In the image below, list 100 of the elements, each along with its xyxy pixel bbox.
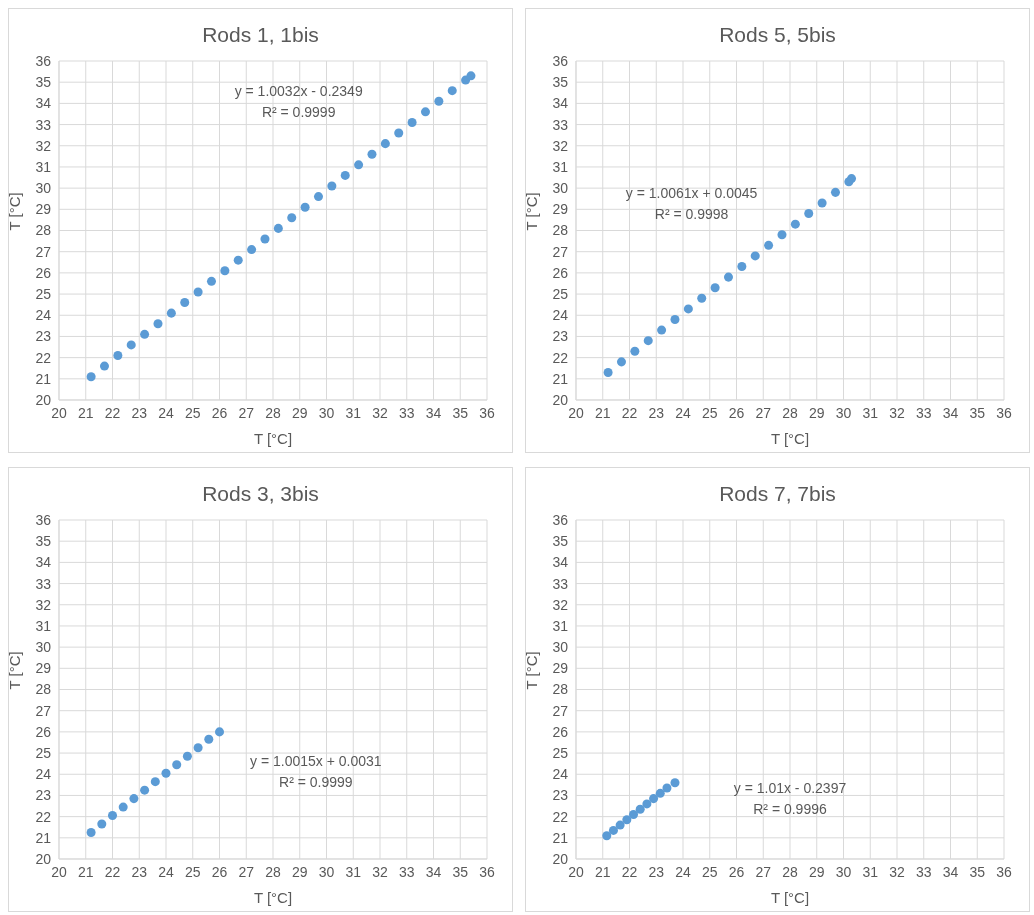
x-tick-label: 33	[398, 404, 415, 421]
y-tick-label: 21	[552, 829, 569, 846]
x-tick-label: 27	[238, 863, 255, 880]
point	[107, 811, 118, 821]
annotation: R² = 0.9996	[752, 799, 828, 819]
x-axis-title: T [°C]	[770, 889, 810, 906]
y-tick-label: 23	[552, 787, 569, 804]
chart-title: Rods 1, 1bis	[201, 23, 320, 48]
point	[608, 825, 618, 835]
point	[616, 357, 626, 367]
x-tick-label: 34	[942, 404, 959, 421]
annotation: R² = 0.9999	[260, 103, 337, 123]
point	[447, 86, 457, 96]
x-tick-label: 26	[728, 404, 745, 421]
point	[220, 266, 230, 276]
y-tick-label: 28	[552, 681, 569, 698]
y-tick-label: 20	[552, 850, 569, 867]
x-tick-label: 31	[345, 404, 362, 421]
x-tick-label: 20	[51, 404, 67, 421]
y-tick-label: 28	[35, 681, 52, 698]
y-tick-label: 25	[35, 745, 52, 762]
point	[97, 819, 107, 829]
x-tick-label: 20	[568, 863, 584, 880]
x-tick-label: 33	[915, 863, 932, 880]
point	[394, 128, 404, 138]
y-tick-label: 26	[35, 264, 52, 281]
y-tick-label: 33	[552, 575, 569, 592]
point	[635, 804, 645, 814]
x-tick-label: 34	[425, 863, 442, 880]
x-tick-label: 32	[889, 404, 905, 421]
x-tick-label: 27	[238, 404, 255, 421]
x-tick-label: 23	[648, 863, 665, 880]
x-tick-label: 22	[621, 863, 638, 880]
x-tick-label: 30	[318, 863, 335, 880]
point	[166, 308, 176, 318]
point	[662, 783, 672, 793]
point	[407, 117, 417, 127]
x-tick-label: 26	[211, 404, 228, 421]
x-tick-label: 30	[835, 863, 852, 880]
point	[287, 213, 297, 223]
y-tick-label: 20	[35, 850, 52, 867]
y-tick-label: 30	[35, 639, 52, 656]
y-tick-label: 26	[35, 723, 52, 740]
y-axis-title: T [°C]	[6, 651, 24, 690]
annotation: y = 1.0061x + 0.0045	[625, 184, 758, 204]
y-tick-label: 35	[552, 74, 569, 91]
x-tick-label: 22	[104, 404, 121, 421]
point	[354, 160, 364, 170]
point	[622, 815, 632, 825]
point	[367, 149, 377, 159]
y-tick-label: 33	[35, 575, 52, 592]
x-tick-label: 28	[782, 404, 798, 421]
y-tick-label: 36	[552, 511, 569, 528]
point	[683, 304, 693, 314]
x-tick-label: 36	[996, 404, 1012, 421]
point	[193, 287, 203, 297]
y-tick-label: 22	[552, 808, 569, 825]
x-tick-label: 25	[701, 863, 718, 880]
y-tick-label: 24	[552, 766, 569, 783]
point	[603, 367, 613, 377]
y-tick-label: 29	[552, 660, 569, 677]
y-tick-label: 35	[35, 533, 52, 550]
x-tick-label: 32	[889, 863, 905, 880]
point	[434, 96, 444, 106]
x-tick-label: 24	[158, 863, 174, 880]
y-tick-label: 25	[552, 745, 569, 762]
point	[420, 107, 430, 117]
point	[172, 760, 182, 770]
point	[153, 319, 163, 329]
y-tick-label: 30	[552, 639, 569, 656]
y-tick-label: 29	[552, 201, 569, 218]
x-tick-label: 29	[808, 404, 825, 421]
y-axis-title: T [°C]	[6, 192, 24, 231]
point	[150, 777, 160, 787]
point	[193, 743, 203, 753]
point	[86, 372, 96, 382]
x-tick-label: 21	[77, 863, 94, 880]
y-tick-label: 35	[35, 74, 52, 91]
x-tick-label: 30	[835, 404, 852, 421]
x-tick-label: 20	[568, 404, 584, 421]
point	[180, 298, 190, 308]
point	[273, 223, 283, 233]
x-tick-label: 34	[425, 404, 442, 421]
y-tick-label: 31	[552, 617, 569, 634]
x-tick-label: 25	[184, 404, 201, 421]
y-tick-label: 29	[35, 201, 52, 218]
y-tick-label: 24	[35, 766, 52, 783]
y-tick-label: 21	[552, 370, 569, 387]
point	[206, 276, 216, 286]
point	[233, 255, 243, 265]
x-tick-label: 27	[755, 863, 772, 880]
x-axis-title: T [°C]	[770, 430, 810, 447]
point	[710, 283, 720, 293]
y-tick-label: 36	[35, 511, 52, 528]
point	[129, 794, 139, 804]
y-tick-label: 23	[35, 787, 52, 804]
y-tick-label: 29	[35, 660, 52, 677]
x-tick-label: 35	[969, 404, 986, 421]
y-tick-label: 25	[35, 286, 52, 303]
y-tick-label: 30	[552, 180, 569, 197]
